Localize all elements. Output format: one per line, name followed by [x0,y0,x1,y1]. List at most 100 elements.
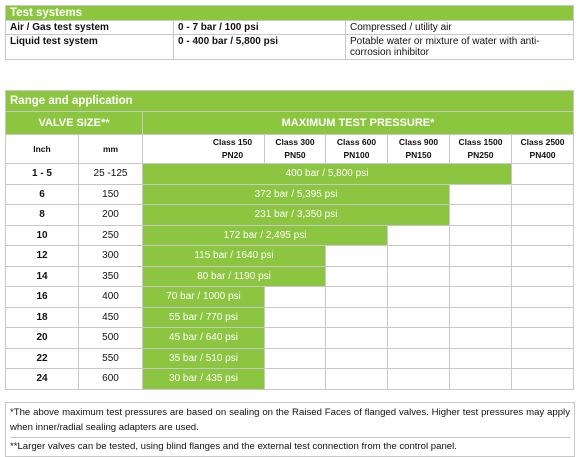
empty-cell [325,286,388,308]
mm-cell: 300 [78,245,143,267]
class-header: Class 1500 PN250 [449,134,512,164]
cell: Liquid test system [5,34,174,60]
inch-cell: 8 [5,204,79,226]
range-table: Range and application VALVE SIZE** MAXIM… [4,90,575,390]
empty-cell [449,286,512,308]
empty-cell [510,183,575,205]
empty-cell [449,306,512,328]
empty-cell [387,368,450,390]
inch-cell: 10 [5,224,79,246]
empty-cell [387,306,450,328]
empty-cell [510,245,575,267]
cell: Potable water or mixture of water with a… [344,34,575,60]
empty-cell [387,347,450,369]
class-pn: PN20 [221,150,244,160]
empty-cell [510,224,575,246]
pressure-bar: 172 bar / 2,495 psi [142,224,388,246]
mm-cell: 350 [78,265,143,287]
row: 18 450 55 bar / 770 psi [5,306,575,328]
class-name: Class 1500 [458,137,503,147]
pressure-bar: 30 bar / 435 psi [142,368,265,390]
empty-cell [387,224,450,246]
inch-cell: 22 [5,347,79,369]
row: 1 - 5 25 -125 400 bar / 5,800 psi [5,163,575,185]
empty-cell [325,306,388,328]
class-name: Class 900 [398,137,439,147]
row: 24 600 30 bar / 435 psi [5,368,575,390]
row: 14 350 80 bar / 1190 psi [5,265,575,287]
empty-cell [325,327,388,349]
column-header: Inch [5,134,79,164]
pressure-bar: 55 bar / 770 psi [142,306,265,328]
inch-cell: 18 [5,306,79,328]
inch-cell: 12 [5,245,79,267]
empty-cell [387,327,450,349]
class-pn: PN50 [284,150,306,160]
pressure-bar: 115 bar / 1640 psi [142,245,326,267]
mm-cell: 450 [78,306,143,328]
mm-cell: 500 [78,327,143,349]
row: 12 300 115 bar / 1640 psi [5,245,575,267]
empty-cell [510,163,575,185]
empty-cell [264,306,326,328]
class-pn: PN150 [405,150,432,160]
empty-cell [449,183,512,205]
class-name: Class 150 [212,137,253,147]
pressure-bar: 231 bar / 3,350 psi [142,204,450,226]
empty-cell [264,286,326,308]
empty-cell [325,265,388,287]
row: 6 150 372 bar / 5,395 psi [5,183,575,205]
empty-cell [449,368,512,390]
column-group-header: MAXIMUM TEST PRESSURE* [141,111,575,135]
empty-cell [449,265,512,287]
empty-cell [510,347,575,369]
empty-cell [510,368,575,390]
footnote: **Larger valves can be tested, using bli… [10,437,570,454]
empty-cell [449,224,512,246]
pressure-bar: 80 bar / 1190 psi [142,265,326,287]
footnote: *The above maximum test pressures are ba… [10,407,570,433]
row: 10 250 172 bar / 2,495 psi [5,224,575,246]
inch-cell: 6 [5,183,79,205]
empty-cell [449,245,512,267]
empty-cell [264,347,326,369]
inch-cell: 24 [5,368,79,390]
column-header: mm [78,134,143,164]
test-systems-table: Test systems Air / Gas test system 0 - 7 … [4,5,575,60]
pressure-bar: 400 bar / 5,800 psi [142,163,512,185]
mm-cell: 150 [78,183,143,205]
empty-cell [510,286,575,308]
cell: 0 - 7 bar / 100 psi [173,20,346,35]
footnotes: *The above maximum test pressures are ba… [5,402,575,457]
class-pn: PN100 [343,150,370,160]
empty-cell [325,368,388,390]
empty-cell [510,306,575,328]
cell: 0 - 400 bar / 5,800 psi [173,34,346,60]
row: 20 500 45 bar / 640 psi [5,327,575,349]
row: 8 200 231 bar / 3,350 psi [5,204,575,226]
row: Liquid test system 0 - 400 bar / 5,800 ps… [5,34,575,60]
cell: Air / Gas test system [5,20,174,35]
mm-cell: 600 [78,368,143,390]
empty-cell [387,286,450,308]
mm-cell: 250 [78,224,143,246]
empty-cell [510,265,575,287]
empty-cell [449,204,512,226]
class-header: Class 900 PN150 [387,134,450,164]
empty-cell [449,347,512,369]
class-name: Class 600 [336,137,377,147]
mm-cell: 550 [78,347,143,369]
empty-cell [325,347,388,369]
empty-cell [264,368,326,390]
row: Air / Gas test system 0 - 7 bar / 100 psi… [5,20,575,35]
class-header: Class 2500 PN400 [510,134,575,164]
mm-cell: 25 -125 [78,163,143,185]
section-title: Test systems [4,5,575,21]
class-header: Class 150 PN20 [142,134,265,164]
mm-cell: 400 [78,286,143,308]
inch-cell: 1 - 5 [5,163,79,185]
class-pn: PN250 [467,150,494,160]
row: 22 550 35 bar / 510 psi [5,347,575,369]
class-header: Class 600 PN100 [325,134,388,164]
